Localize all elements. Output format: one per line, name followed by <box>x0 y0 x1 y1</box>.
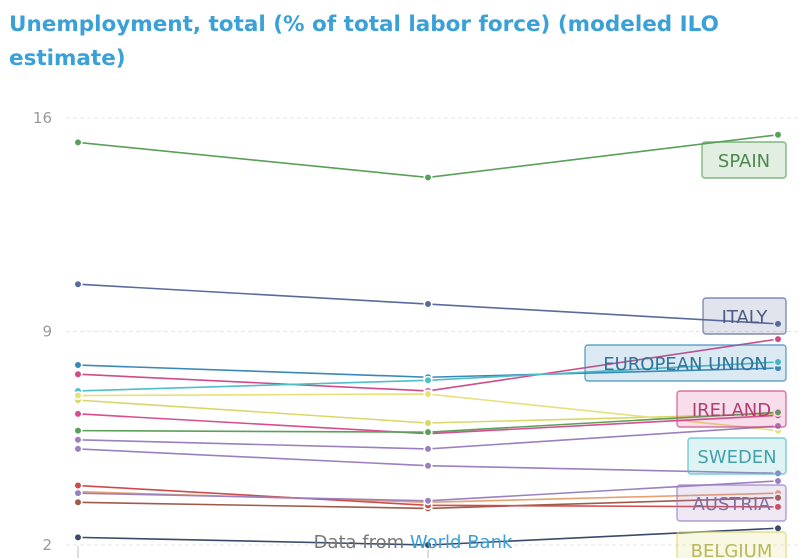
data-point[interactable] <box>423 461 433 471</box>
series-points <box>73 130 783 550</box>
data-point[interactable] <box>73 279 83 289</box>
series-line[interactable] <box>77 133 779 179</box>
data-point[interactable] <box>423 540 433 550</box>
series-label-belgium[interactable]: BELGIUM <box>676 531 787 558</box>
series-label-box <box>584 344 787 382</box>
data-point[interactable] <box>773 357 783 367</box>
series-label-european-union[interactable]: EUROPEAN UNION <box>584 344 787 382</box>
world-bank-link[interactable]: World Bank <box>410 532 513 553</box>
data-point[interactable] <box>73 369 83 379</box>
series-label-ireland[interactable]: IRELAND <box>676 390 787 428</box>
data-point[interactable] <box>773 523 783 533</box>
y-tick-label: 9 <box>42 323 52 341</box>
data-point[interactable] <box>73 426 83 436</box>
data-point[interactable] <box>423 172 433 183</box>
data-source-credit: Data from World Bank <box>314 532 513 553</box>
data-point[interactable] <box>73 360 83 370</box>
series-label-box <box>676 390 787 428</box>
series-label-text: SPAIN <box>718 151 770 172</box>
series-label-italy[interactable]: ITALY <box>702 297 787 335</box>
series-label-box <box>701 141 787 179</box>
data-point[interactable] <box>73 532 83 542</box>
series-label-box <box>687 437 787 475</box>
series-label-text: EUROPEAN UNION <box>603 354 768 375</box>
series-label-sweden[interactable]: SWEDEN <box>687 437 787 475</box>
series-label-spain[interactable]: SPAIN <box>701 141 787 179</box>
series-label-austria[interactable]: AUSTRIA <box>676 484 787 522</box>
source-prefix: Data from <box>314 532 410 553</box>
data-point[interactable] <box>73 409 83 419</box>
data-point[interactable] <box>773 476 783 486</box>
data-point[interactable] <box>773 319 783 329</box>
data-point[interactable] <box>423 444 433 454</box>
y-tick-label: 16 <box>33 109 52 127</box>
series-label-text: SWEDEN <box>697 447 776 468</box>
data-point[interactable] <box>423 389 433 399</box>
data-point[interactable] <box>73 480 83 491</box>
series-lines <box>77 133 779 546</box>
data-point[interactable] <box>773 493 783 503</box>
data-point[interactable] <box>423 496 433 506</box>
data-point[interactable] <box>423 418 433 428</box>
data-point[interactable] <box>773 407 783 417</box>
data-point[interactable] <box>773 421 783 431</box>
data-point[interactable] <box>423 427 433 437</box>
y-tick-label: 2 <box>42 536 52 554</box>
series-label-box <box>676 484 787 522</box>
series-labels: SPAIN ITALY EUROPEAN UNION IRELAND SWEDEN AUS… <box>584 141 787 558</box>
series-label-box <box>702 297 787 335</box>
series-label-text: AUSTRIA <box>692 494 771 515</box>
data-point[interactable] <box>773 130 783 140</box>
data-point[interactable] <box>773 334 783 344</box>
data-point[interactable] <box>73 137 83 147</box>
data-point[interactable] <box>423 299 433 309</box>
data-point[interactable] <box>423 375 433 385</box>
series-label-text: IRELAND <box>692 400 771 421</box>
series-label-box <box>676 531 787 558</box>
data-point[interactable] <box>773 502 783 512</box>
series-label-text: ITALY <box>722 307 769 328</box>
data-point[interactable] <box>73 444 83 454</box>
series-label-text: BELGIUM <box>691 541 773 558</box>
data-point[interactable] <box>73 497 83 507</box>
data-point[interactable] <box>73 488 83 498</box>
data-point[interactable] <box>73 390 83 401</box>
data-point[interactable] <box>73 435 83 445</box>
chart-title: Unemployment, total (% of total labor fo… <box>9 12 719 71</box>
